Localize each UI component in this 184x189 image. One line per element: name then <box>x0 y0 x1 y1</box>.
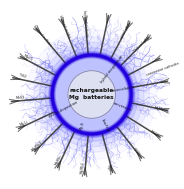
Circle shape <box>68 71 116 118</box>
Text: MoS2: MoS2 <box>15 96 25 101</box>
Circle shape <box>52 55 131 134</box>
Text: hybrid magnesium: hybrid magnesium <box>99 54 124 84</box>
Text: rechargeable: rechargeable <box>70 88 114 93</box>
Text: Mg-S: Mg-S <box>79 121 85 131</box>
Text: intercalation: intercalation <box>112 85 135 93</box>
Text: spinel phase: spinel phase <box>119 19 133 40</box>
Text: Mg3Sn: Mg3Sn <box>54 154 63 166</box>
Text: Mg3Bi2: Mg3Bi2 <box>80 161 86 174</box>
Text: TiS2: TiS2 <box>19 73 27 79</box>
Text: MgxTi: MgxTi <box>23 54 33 62</box>
Text: Mg3Sb2: Mg3Sb2 <box>30 140 43 152</box>
Text: MgMnO4: MgMnO4 <box>154 106 169 113</box>
Text: conversion: conversion <box>112 101 132 112</box>
Text: V2O5: V2O5 <box>132 147 141 157</box>
Text: MnO2: MnO2 <box>149 129 159 138</box>
Circle shape <box>49 51 135 138</box>
Text: MgS: MgS <box>106 164 112 172</box>
Text: Chevrel phase: Chevrel phase <box>134 33 154 53</box>
Text: layered sulfides: layered sulfides <box>32 24 52 47</box>
Circle shape <box>34 37 150 152</box>
Text: alloying: alloying <box>102 116 112 131</box>
Text: layered cathode: layered cathode <box>82 9 89 37</box>
Text: Mg-Li: Mg-Li <box>19 120 29 127</box>
Text: electro-deposition: electro-deposition <box>48 100 79 119</box>
Text: conversion cathodes: conversion cathodes <box>146 61 179 77</box>
Circle shape <box>45 48 139 141</box>
Text: layered oxides: layered oxides <box>58 14 71 39</box>
Circle shape <box>39 42 144 147</box>
Text: Mg  batteries: Mg batteries <box>69 95 114 100</box>
